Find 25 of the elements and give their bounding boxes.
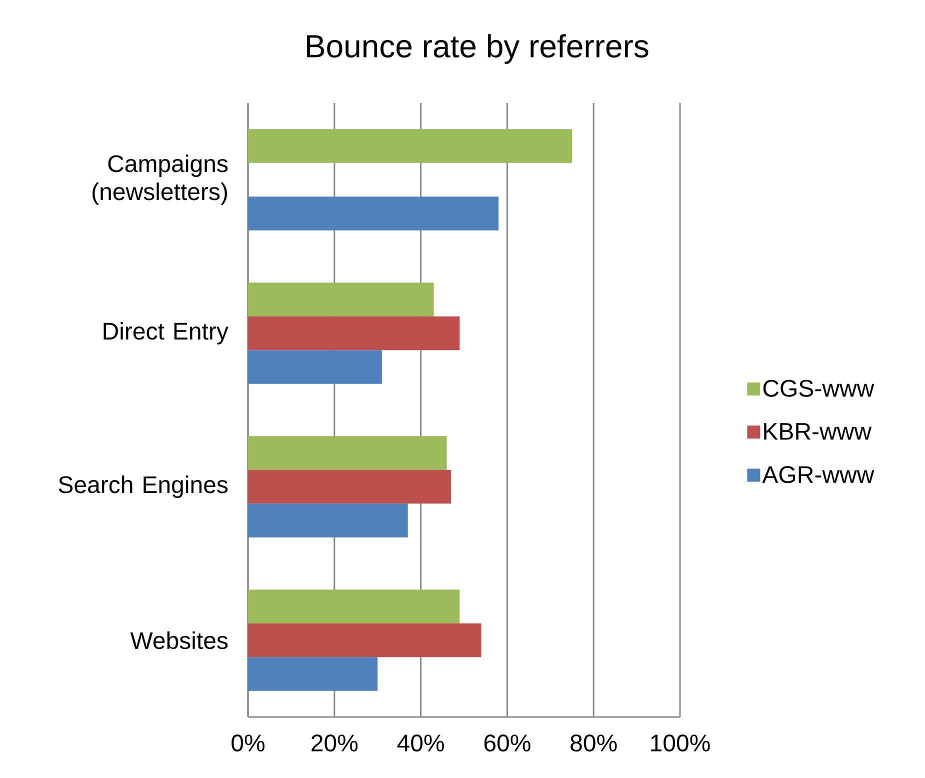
bar xyxy=(248,129,572,163)
bar xyxy=(248,316,460,350)
x-tick-label: 100% xyxy=(651,734,710,752)
y-tick-label: Direct Entry xyxy=(104,322,228,344)
x-tick-label: 0% xyxy=(232,734,264,752)
y-tick-label: Websites xyxy=(130,631,228,650)
legend-label: KBR-www xyxy=(764,423,872,440)
bar xyxy=(248,436,447,470)
x-tick-label: 60% xyxy=(484,734,530,752)
chart-title: Bounce rate by referrers xyxy=(307,34,648,64)
bar xyxy=(248,350,382,384)
legend-label: AGR-www xyxy=(762,466,874,484)
y-tick-label: Search Engines xyxy=(58,476,228,498)
x-tick-label: 20% xyxy=(312,734,358,752)
bar xyxy=(248,657,378,691)
bar xyxy=(248,590,460,624)
bar xyxy=(248,504,408,538)
y-tick-label: Campaigns (newsletters) xyxy=(92,154,228,205)
x-tick-label: 40% xyxy=(397,734,444,752)
bar xyxy=(248,282,434,316)
x-tick-label: 80% xyxy=(570,734,617,752)
legend-label: CGS-www xyxy=(763,380,874,397)
bar xyxy=(248,196,499,230)
bar xyxy=(248,470,452,504)
bar xyxy=(248,623,482,658)
